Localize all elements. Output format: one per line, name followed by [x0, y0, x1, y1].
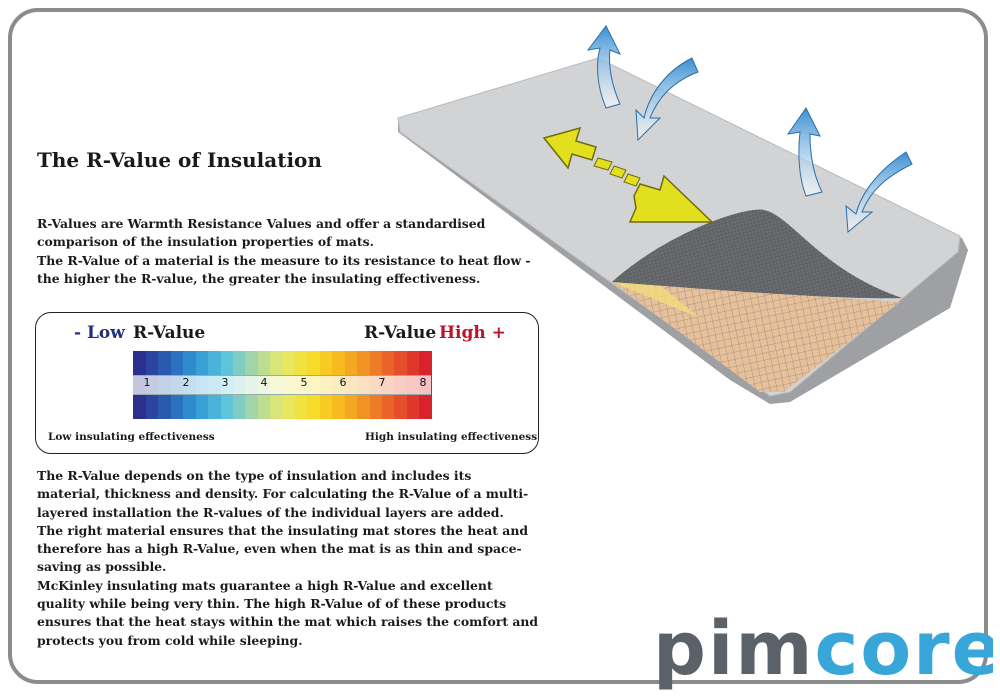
- body-line: The R-Value depends on the type of insul…: [37, 468, 472, 483]
- body-line: The right material ensures that the insu…: [37, 522, 528, 538]
- heat-reflect-arrow-icon: [586, 25, 913, 234]
- r-value-scale: - Low R-Value R-Value High + 1 2 3 4 5 6…: [35, 312, 539, 454]
- peeled-layer: [612, 209, 902, 299]
- low-label: - Low: [74, 323, 125, 343]
- logo-text-blue: core: [814, 612, 993, 692]
- r-value-gradient-bar: 1 2 3 4 5 6 7 8: [133, 351, 432, 419]
- body-line: protects you from cold while sleeping.: [37, 632, 303, 648]
- body-line: quality while being very thin. The high …: [37, 596, 507, 612]
- scale-tick: 1: [143, 376, 151, 389]
- heat-spread-arrow-icon: [542, 126, 714, 223]
- intro-line: comparison of the insulation properties …: [37, 234, 374, 250]
- insulation-mat-illustration: [397, 25, 968, 404]
- body-line: saving as possible.: [37, 559, 167, 575]
- scale-tick: 8: [419, 376, 427, 389]
- mat-shape: [397, 57, 968, 404]
- scale-tick: 4: [260, 376, 268, 389]
- intro-line: The R-Value of a material is the measure…: [37, 252, 531, 268]
- logo-text-grey: pim: [653, 612, 815, 692]
- pimcore-logo: pimcore: [653, 612, 993, 697]
- low-effectiveness-caption: Low insulating effectiveness: [48, 431, 215, 443]
- body-paragraph: The R-Value depends on the type of insul…: [37, 467, 539, 650]
- page-title: The R-Value of Insulation: [37, 148, 322, 172]
- intro-paragraph: R-Values are Warmth Resistance Values an…: [37, 215, 531, 288]
- body-line: material, thickness and density. For cal…: [37, 486, 529, 502]
- scale-number-band: [133, 375, 431, 395]
- r-value-right-label: R-Value: [364, 323, 437, 343]
- body-line: therefore has a high R-Value, even when …: [37, 541, 522, 557]
- r-value-left-label: R-Value: [133, 323, 206, 343]
- body-line: McKinley insulating mats guarantee a hig…: [37, 577, 493, 593]
- high-label: High +: [439, 323, 506, 343]
- scale-tick: 7: [378, 376, 386, 389]
- mat-underside: [612, 282, 900, 392]
- scale-tick: 5: [300, 376, 308, 389]
- scale-tick: 3: [221, 376, 229, 389]
- intro-line: the higher the R-value, the greater the …: [37, 270, 481, 286]
- body-line: ensures that the heat stays within the m…: [37, 614, 539, 630]
- intro-line: R-Values are Warmth Resistance Values an…: [37, 216, 486, 231]
- scale-tick: 6: [339, 376, 347, 389]
- body-line: layered installation the R-values of the…: [37, 504, 504, 520]
- page-frame: [8, 8, 988, 684]
- high-effectiveness-caption: High insulating effectiveness: [365, 431, 538, 443]
- scale-tick: 2: [182, 376, 190, 389]
